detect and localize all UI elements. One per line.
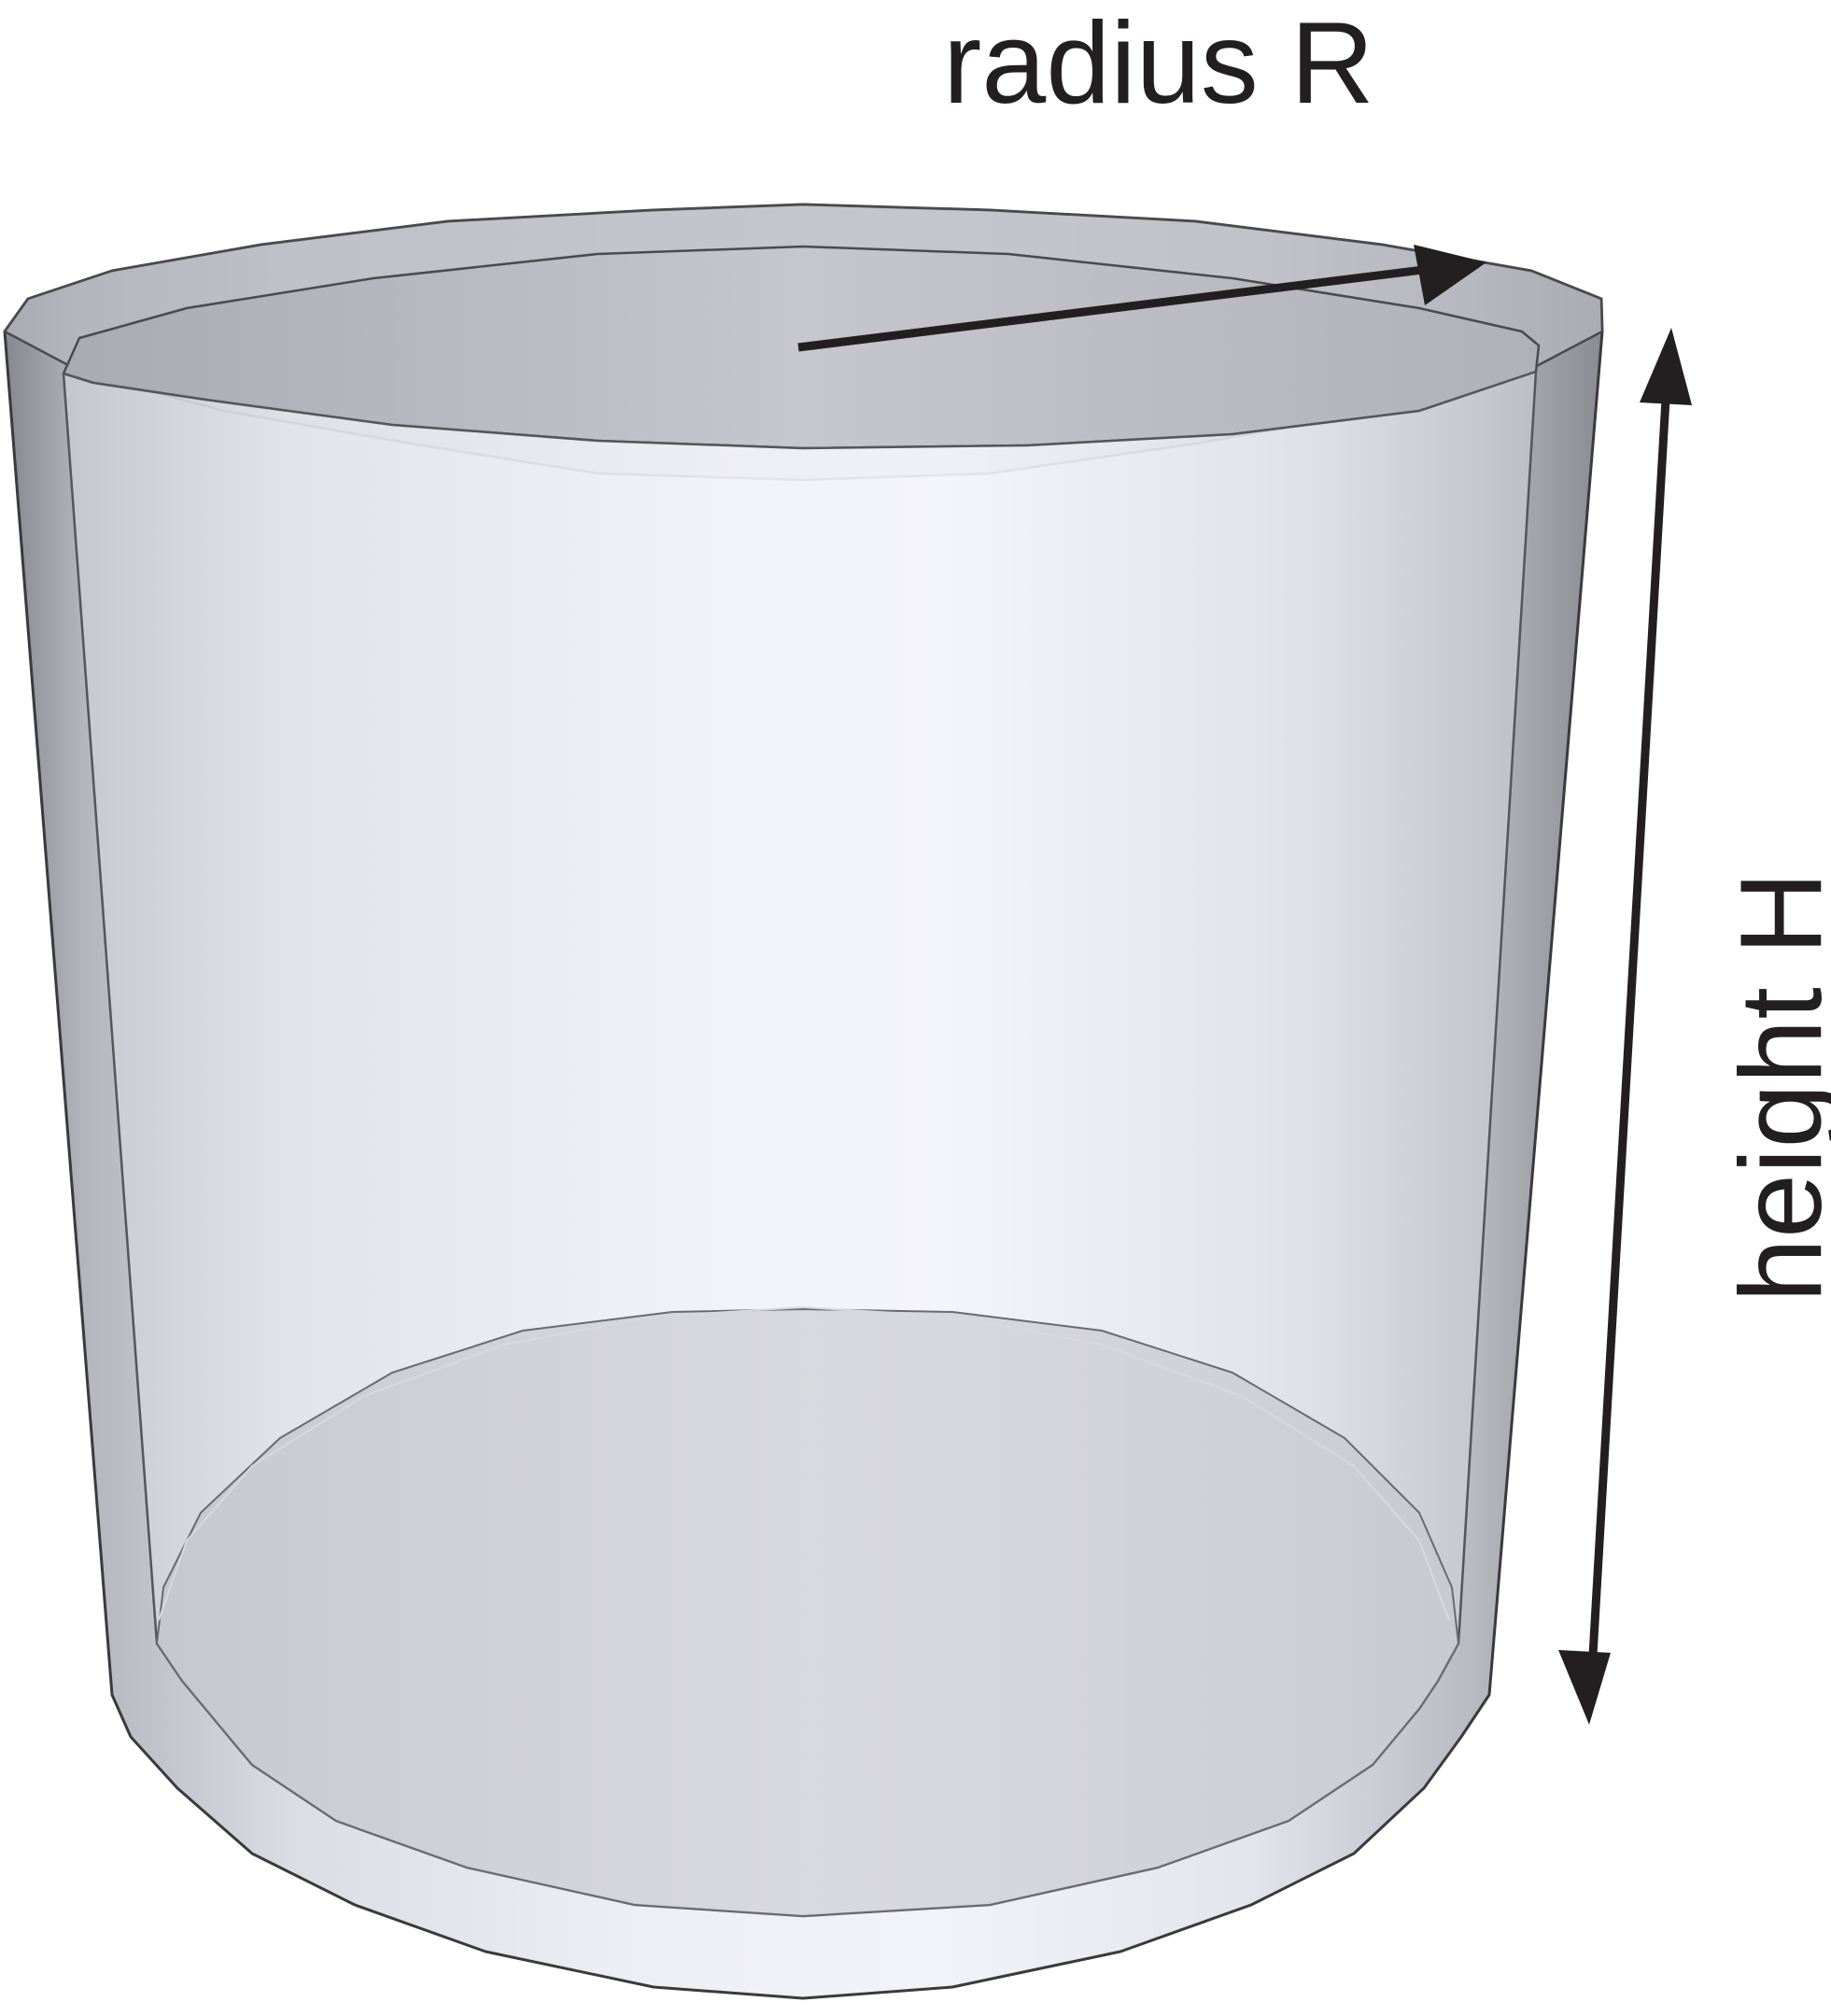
cylinder-bottom-far-edge <box>158 1305 1450 1621</box>
cylinder-bottom-floor <box>156 1308 1459 1917</box>
height-arrow <box>1558 328 1692 1725</box>
radius-arrow <box>797 245 1486 352</box>
height-label: height H <box>1717 871 1831 1303</box>
radius-label: radius R <box>943 0 1374 128</box>
